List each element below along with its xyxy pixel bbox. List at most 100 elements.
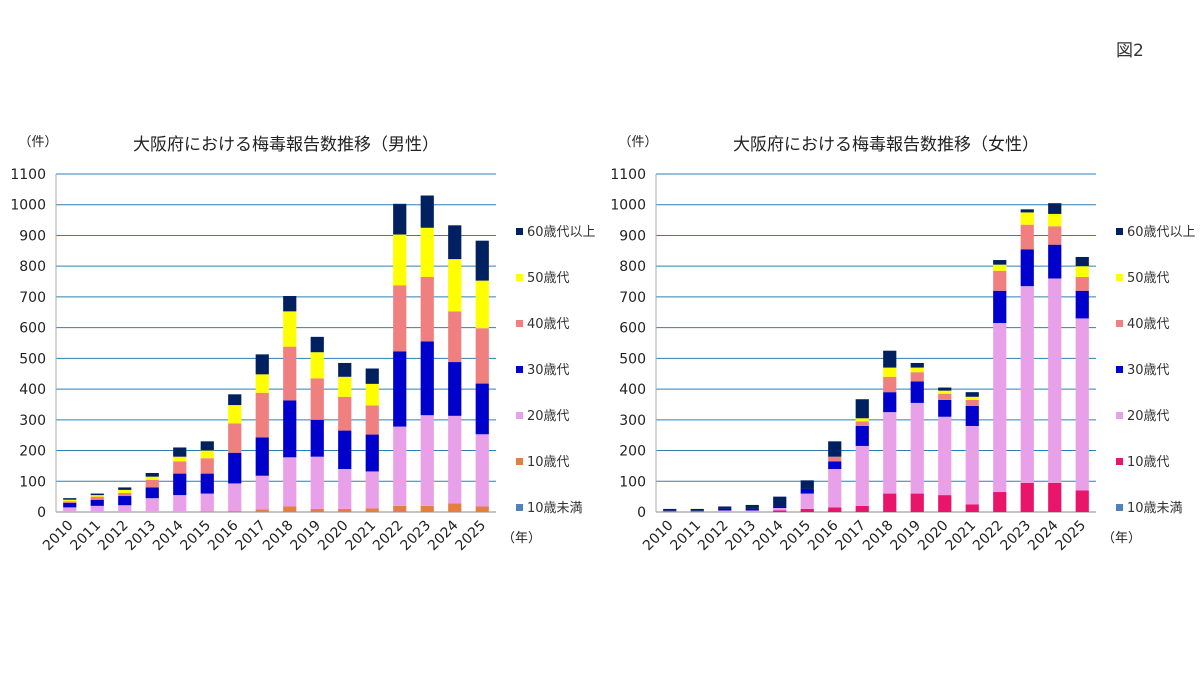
male-bar-segment [118,487,132,490]
female-bar-segment [965,399,979,406]
female-bar-segment [773,496,787,507]
female-bar-segment [938,390,952,394]
female-bar-segment [883,376,897,393]
female-y-tick-label: 200 [619,444,646,460]
female-bar-segment [1020,224,1034,250]
female-bar-segment [855,425,869,446]
male-legend-label: 20歳代 [527,409,570,424]
male-bar-segment [310,378,324,420]
male-bar-segment [393,505,407,512]
female-bar-segment [1075,276,1089,291]
female-legend-swatch [1116,320,1123,327]
male-bar-segment [283,311,297,347]
female-y-tick-label: 600 [619,321,646,337]
female-bar-segment [938,399,952,417]
female-bar-segment [828,461,842,469]
male-bar-segment [90,499,104,506]
male-bar-segment [475,383,489,435]
male-x-tick-label: 2012 [95,518,132,555]
female-legend-swatch [1116,412,1123,419]
male-x-tick-label: 2017 [233,518,270,555]
chart-male-svg: 大阪府における梅毒報告数推移（男性） （件） 0 100 200 300 400 500 600… [10,135,596,555]
female-bar-segment [965,504,979,512]
female-bar-segment [718,510,732,512]
female-bar-segment [1020,249,1034,287]
female-bar-segment [1048,244,1062,279]
male-bar-segment [475,240,489,281]
male-x-tick-label: 2016 [205,517,242,554]
female-x-tick-label: 2025 [1053,518,1090,555]
female-y-tick-label: 900 [619,228,646,244]
female-y-tick-label: 700 [619,290,646,306]
male-bar-segment [228,483,242,512]
female-legend-label: 30歳代 [1127,363,1170,378]
male-legend-swatch [516,274,523,281]
male-bar-segment [228,423,242,453]
male-bar-segment [228,511,242,512]
female-x-tick-label: 2013 [723,518,760,555]
female-bar-segment [828,456,842,462]
male-legend-swatch [516,504,523,511]
male-legend-label: 60歳代以上 [527,225,596,240]
female-bar-segment [993,264,1007,271]
female-x-tick-label: 2011 [668,518,705,555]
male-x-tick-label: 2010 [40,518,77,555]
female-legend-swatch [1116,504,1123,511]
male-bar-segment [63,501,77,503]
female-bar-segment [855,445,869,506]
male-bar-segment [420,195,434,228]
male-bar-segment [283,506,297,512]
female-bar-segment [773,506,787,509]
male-y-tick-label: 1000 [10,198,46,214]
male-y-tick-label: 900 [19,228,46,244]
female-y-tick-label: 1100 [610,167,646,183]
female-bar-segment [690,511,704,512]
female-bar-segment [993,492,1007,512]
male-y-tick-label: 600 [19,321,46,337]
female-y-tick-label: 400 [619,382,646,398]
female-bar-segment [828,468,842,508]
female-y-tick-label: 0 [637,505,646,521]
female-bar-segment [663,511,677,512]
female-bar-segment [663,510,677,512]
male-y-tick-label: 500 [19,351,46,367]
male-legend-label: 40歳代 [527,317,570,332]
female-bar-segment [855,418,869,422]
male-bar-segment [63,507,77,512]
male-bar-segment [475,434,489,507]
male-legend-swatch [516,458,523,465]
female-bar-segment [773,510,787,512]
male-bar-segment [420,505,434,512]
chart-male: 大阪府における梅毒報告数推移（男性） （件） 0 100 200 300 400 500 600… [0,120,600,560]
female-y-tick-label: 100 [619,474,646,490]
male-bar-segment [283,295,297,312]
female-bar-segment [883,412,897,494]
female-bar-segment [938,495,952,512]
male-bar-segment [200,511,214,512]
female-bar-segment [1020,482,1034,512]
male-bar-segment [283,346,297,401]
female-bar-segment [1075,490,1089,512]
male-y-tick-label: 300 [19,413,46,429]
male-bar-segment [145,476,159,480]
male-bar-segment [200,458,214,474]
male-bar-segment [90,493,104,496]
male-bar-segment [200,441,214,451]
male-bar-segment [228,394,242,406]
female-x-tick-label: 2020 [915,518,952,555]
female-bar-segment [828,441,842,457]
male-bar-segment [200,473,214,494]
female-bar-segment [993,323,1007,493]
male-legend-swatch [516,320,523,327]
female-bar-segment [855,505,869,512]
male-x-tick-label: 2013 [123,518,160,555]
female-x-tick-label: 2023 [998,518,1035,555]
female-bar-segment [718,508,732,511]
female-bar-segment [800,480,814,489]
male-x-tick-label: 2025 [453,518,490,555]
female-bar-segment [910,362,924,368]
female-bar-segment [690,510,704,512]
male-x-tick-label: 2023 [398,518,435,555]
male-bar-segment [448,503,462,512]
female-bar-segment [745,508,759,511]
